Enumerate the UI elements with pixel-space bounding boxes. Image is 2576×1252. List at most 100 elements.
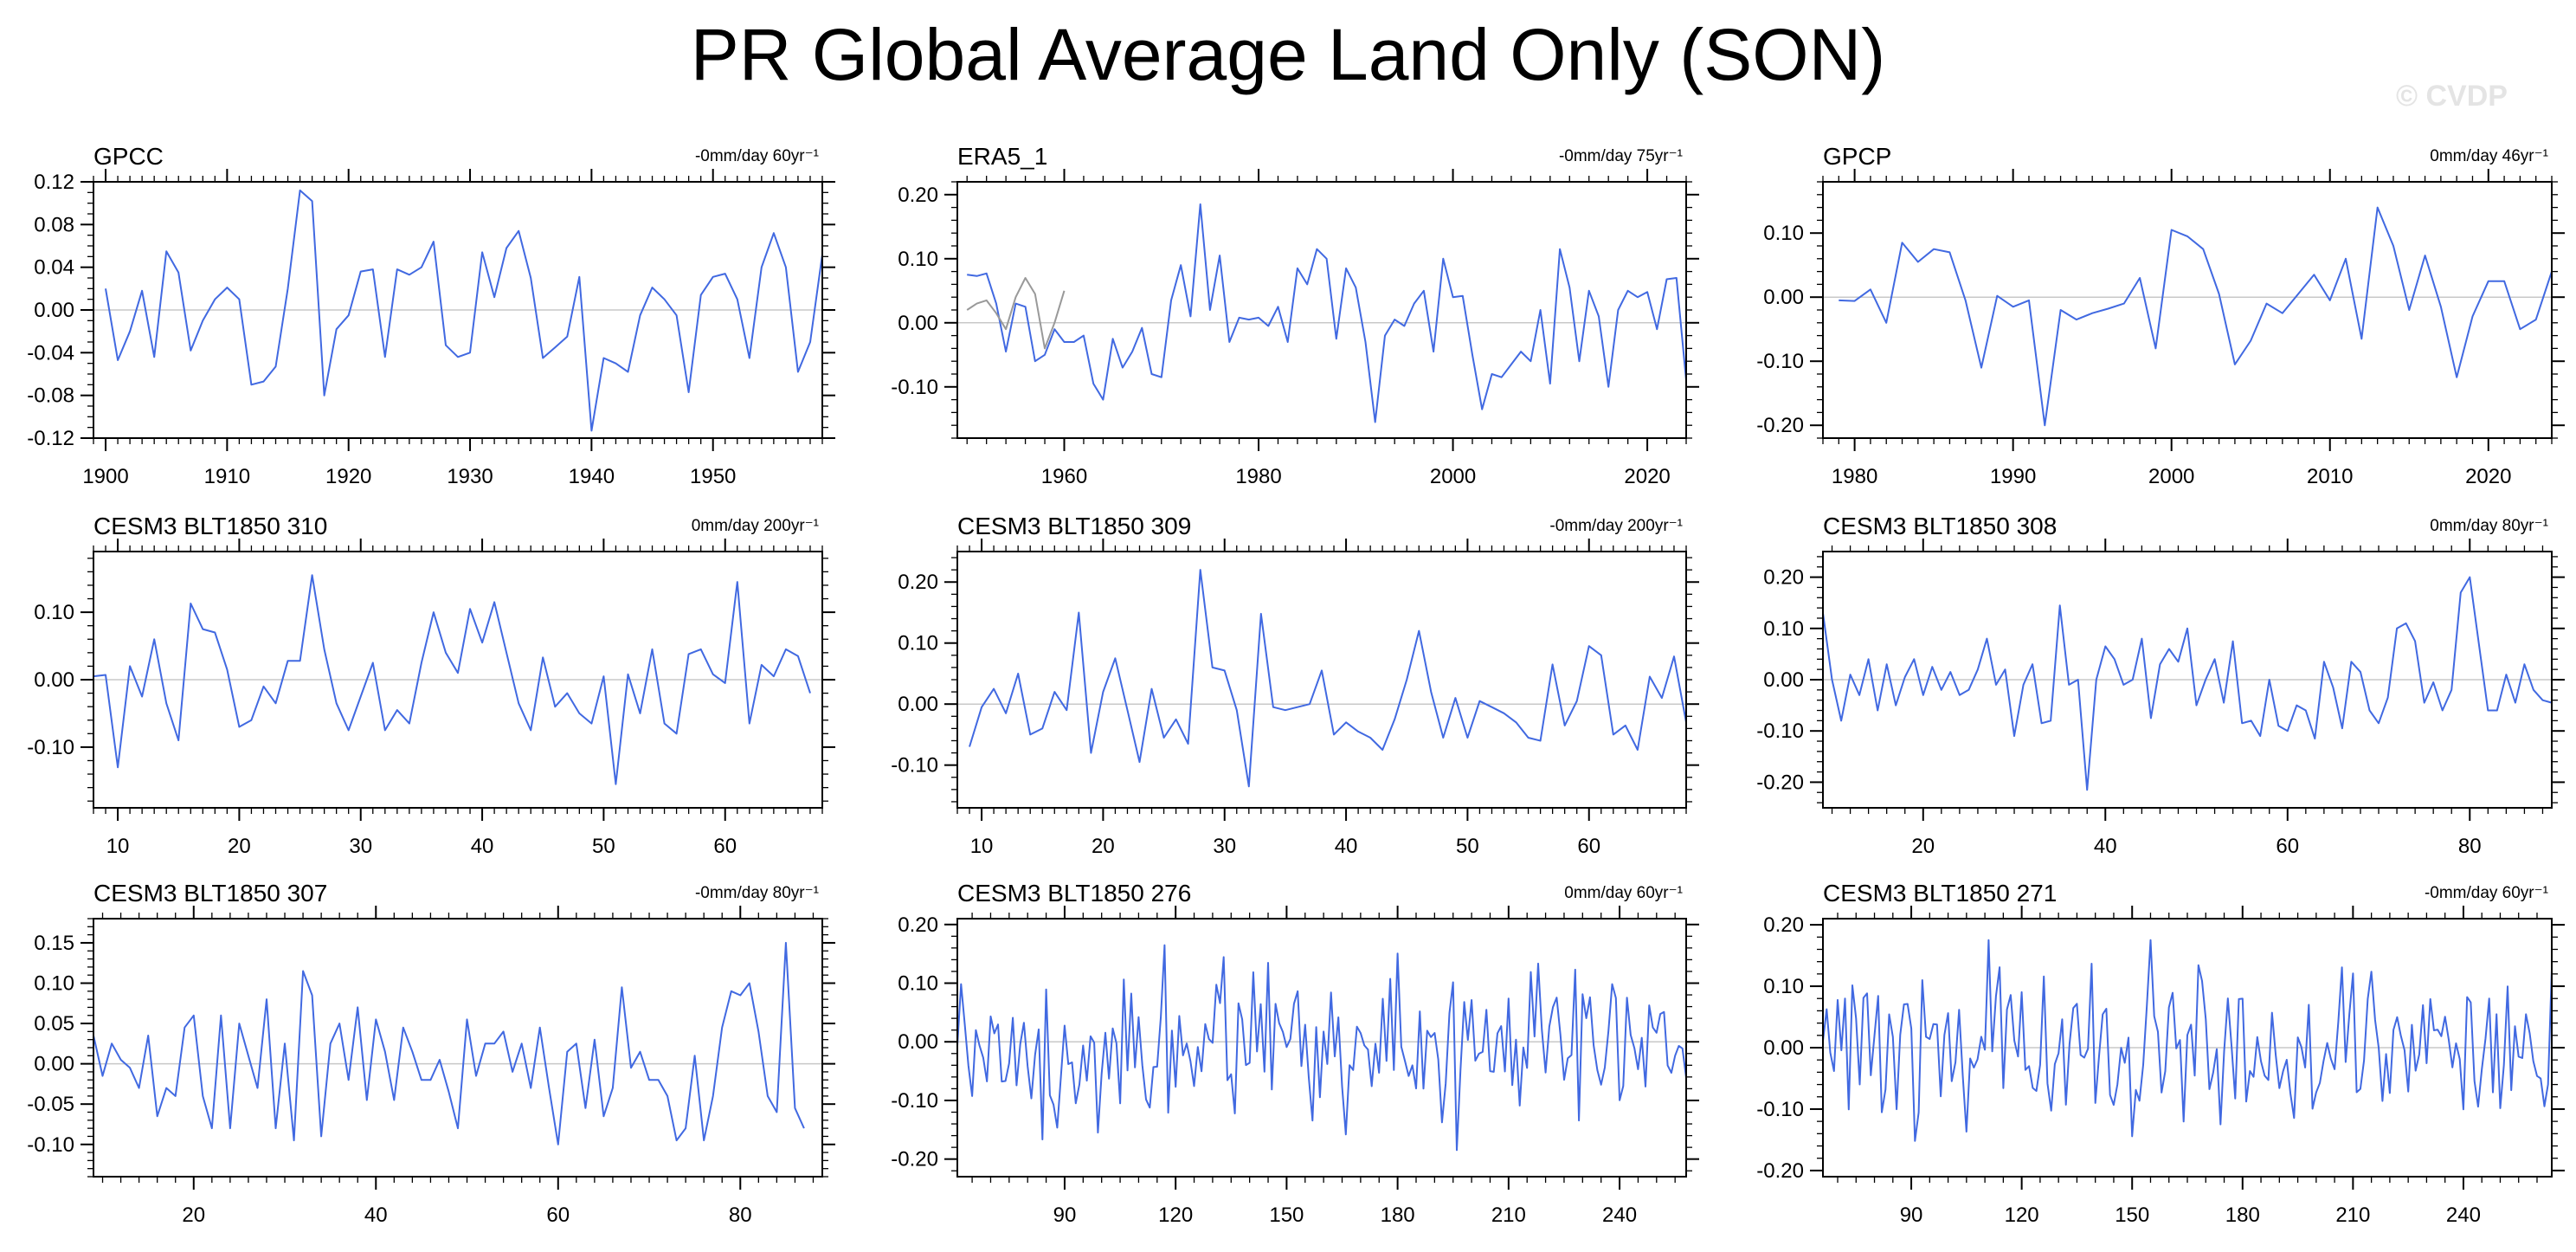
y-tick-label: -0.10: [27, 1133, 74, 1157]
panel-5: 10 20 30 40 50 60 -0.10 0.00 0.10 0.20 CESM3 BLT18…: [891, 513, 1699, 858]
panel-8: 90 120 150 180 210 240 -0.20 -0.10 0.00 0.10 0.20 C…: [891, 880, 1699, 1227]
x-tick-label: 80: [2458, 835, 2482, 858]
panel-title: CESM3 BLT1850 309: [957, 513, 1191, 539]
y-tick-label: 0.05: [34, 1012, 74, 1036]
x-tick-label: 1990: [1990, 465, 2036, 488]
y-tick-label: 0.00: [34, 1053, 74, 1076]
y-tick-label: -0.10: [891, 376, 938, 399]
y-tick-label: 0.00: [898, 312, 938, 335]
y-tick-label: -0.20: [1756, 771, 1804, 794]
x-tick-label: 40: [471, 835, 494, 858]
y-tick-label: 0.00: [898, 693, 938, 716]
x-tick-label: 50: [592, 835, 615, 858]
series-line: [969, 569, 1687, 788]
y-tick-label: -0.20: [1756, 1159, 1804, 1183]
x-tick-label: 10: [970, 835, 994, 858]
y-tick-label: 0.08: [34, 213, 74, 236]
panel-subtitle: -0mm/day 60yr⁻¹: [2425, 884, 2548, 902]
y-tick-label: 0.00: [1763, 1036, 1804, 1060]
series-line: [1839, 206, 2553, 427]
y-tick-label: 0.00: [34, 668, 74, 692]
x-tick-label: 30: [1213, 835, 1236, 858]
x-tick-label: 20: [1092, 835, 1115, 858]
overlay-line: [966, 277, 1066, 350]
x-tick-label: 2020: [2465, 465, 2511, 488]
panel-subtitle: 0mm/day 60yr⁻¹: [1564, 884, 1683, 902]
y-tick-label: -0.10: [1756, 350, 1804, 373]
y-tick-label: 0.10: [898, 972, 938, 996]
plot-frame: [956, 551, 1687, 809]
panel-title: CESM3 BLT1850 271: [1823, 880, 2057, 907]
panel-3: 1980 1990 2000 2010 2020 -0.20 -0.10 0.00 0.10 GP…: [1756, 143, 2565, 488]
x-tick-label: 30: [349, 835, 372, 858]
x-tick-label: 1980: [1235, 465, 1281, 488]
x-tick-label: 210: [1491, 1204, 1526, 1227]
y-tick-label: 0.20: [1763, 913, 1804, 937]
figure-title: PR Global Average Land Only (SON): [690, 14, 1886, 95]
x-tick-label: 20: [182, 1204, 205, 1227]
x-tick-label: 80: [729, 1204, 752, 1227]
x-tick-label: 90: [1900, 1204, 1923, 1227]
panel-subtitle: 0mm/day 80yr⁻¹: [2430, 517, 2548, 535]
y-tick-label: -0.10: [1756, 1098, 1804, 1121]
panel-4: 10 20 30 40 50 60 -0.10 0.00 0.10 CESM3 BLT1850 3…: [27, 513, 835, 858]
x-tick-label: 1950: [690, 465, 736, 488]
x-tick-label: 10: [106, 835, 130, 858]
series-line: [105, 189, 823, 432]
y-tick-label: 0.10: [1763, 975, 1804, 998]
y-tick-label: 0.00: [898, 1030, 938, 1054]
y-tick-label: 0.10: [34, 972, 74, 996]
x-tick-label: 2020: [1624, 465, 1670, 488]
x-tick-label: 150: [1269, 1204, 1304, 1227]
panel-title: CESM3 BLT1850 308: [1823, 513, 2057, 539]
series-line: [1822, 576, 2553, 791]
y-tick-label: 0.10: [1763, 222, 1804, 245]
panel-subtitle: -0mm/day 60yr⁻¹: [695, 147, 819, 165]
series-line: [93, 941, 805, 1146]
y-tick-label: 0.10: [898, 248, 938, 271]
x-tick-label: 40: [2094, 835, 2117, 858]
y-tick-label: -0.12: [27, 427, 74, 450]
x-tick-label: 40: [1335, 835, 1358, 858]
y-tick-label: -0.10: [1756, 720, 1804, 743]
panel-7: 20 40 60 80 -0.10 -0.05 0.00 0.05 0.10 0.15 CESM3 …: [27, 880, 835, 1227]
x-tick-label: 1960: [1041, 465, 1087, 488]
plot-frame: [956, 918, 1687, 1178]
x-tick-label: 20: [228, 835, 251, 858]
x-tick-label: 240: [1602, 1204, 1637, 1227]
x-tick-label: 50: [1456, 835, 1479, 858]
x-tick-label: 210: [2335, 1204, 2370, 1227]
panel-title: GPCP: [1823, 143, 1891, 170]
x-tick-label: 60: [713, 835, 737, 858]
y-tick-label: 0.00: [34, 299, 74, 322]
series-line: [967, 203, 1687, 423]
y-tick-label: 0.12: [34, 171, 74, 194]
panel-1: 1900 1910 1920 1930 1940 1950 -0.12 -0.08 -0.04 0…: [27, 143, 835, 488]
x-tick-label: 180: [1381, 1204, 1415, 1227]
plot-frame: [93, 918, 823, 1178]
y-tick-label: -0.05: [27, 1093, 74, 1116]
y-tick-label: -0.20: [891, 1148, 938, 1171]
y-tick-label: 0.20: [898, 913, 938, 937]
panel-2: 1960 1980 2000 2020 -0.10 0.00 0.10 0.20 ERA5_1 -…: [891, 143, 1699, 488]
y-tick-label: 0.20: [898, 571, 938, 594]
y-tick-label: 0.00: [1763, 668, 1804, 692]
x-tick-label: 1910: [204, 465, 250, 488]
x-tick-label: 60: [1577, 835, 1600, 858]
panel-title: CESM3 BLT1850 307: [93, 880, 327, 907]
x-tick-label: 60: [2276, 835, 2299, 858]
panel-title: GPCC: [93, 143, 164, 170]
panel-subtitle: 0mm/day 200yr⁻¹: [692, 517, 819, 535]
x-tick-label: 40: [364, 1204, 388, 1227]
panel-title: CESM3 BLT1850 276: [957, 880, 1191, 907]
plot-frame: [956, 181, 1687, 439]
y-tick-label: -0.10: [27, 736, 74, 759]
x-tick-label: 90: [1053, 1204, 1077, 1227]
panel-9: 90 120 150 180 210 240 -0.20 -0.10 0.00 0.10 0.20 C…: [1756, 880, 2565, 1227]
x-tick-label: 2000: [2148, 465, 2194, 488]
x-tick-label: 1940: [569, 465, 615, 488]
series-line: [93, 574, 811, 785]
y-tick-label: 0.10: [1763, 617, 1804, 641]
y-tick-label: -0.08: [27, 384, 74, 408]
